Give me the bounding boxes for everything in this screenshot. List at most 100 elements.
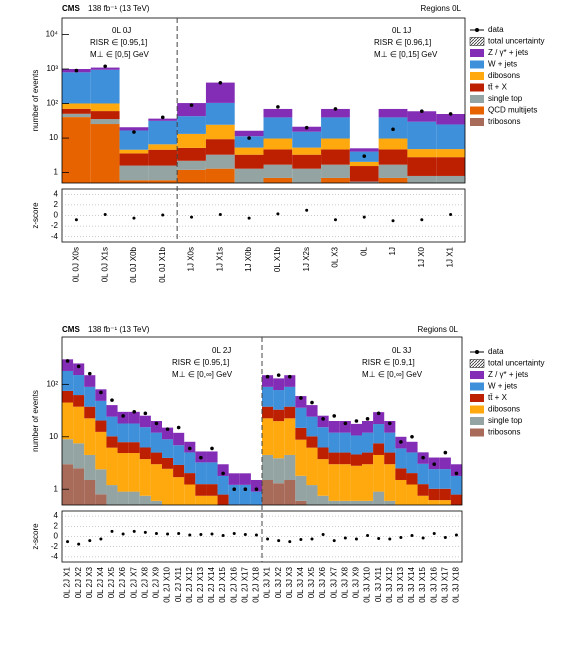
stack-segment	[339, 421, 351, 433]
stack-segment	[306, 485, 318, 505]
x-tick-label: 0L 2J X16	[229, 566, 238, 602]
stack-segment	[184, 452, 196, 474]
zscore-point	[190, 215, 194, 219]
stack-segment	[173, 464, 185, 478]
x-tick-label: 0L 3J X10	[363, 566, 372, 602]
zscore-point	[99, 537, 103, 541]
stack-segment	[417, 484, 429, 496]
stack-segment	[119, 153, 149, 166]
stack-segment	[139, 459, 151, 496]
stack-segment	[306, 436, 318, 448]
x-tick-label: 0L 2J X8	[140, 566, 149, 598]
stack-segment	[339, 452, 351, 465]
stack-segment	[162, 457, 174, 469]
legend-label: Z / γ* + jets	[488, 370, 528, 379]
legend-label: W + jets	[488, 382, 517, 391]
z-tick-label: 4	[54, 511, 59, 520]
x-tick-label: 0L X3	[331, 246, 340, 267]
stack-segment	[119, 165, 149, 181]
data-point	[454, 471, 459, 476]
stack-segment	[62, 464, 74, 505]
data-point	[365, 417, 370, 421]
stack-segment	[128, 491, 140, 505]
stack-segment	[205, 124, 235, 140]
region-annotation: 0L 3J	[392, 346, 411, 355]
zscore-point	[399, 536, 403, 540]
stack-segment	[406, 473, 418, 485]
x-tick-label: 0L 0J X0b	[129, 246, 138, 282]
stack-segment	[378, 108, 408, 118]
legend-label: tribosons	[488, 428, 520, 437]
stack-segment	[417, 495, 429, 505]
zscore-point	[77, 542, 81, 546]
stack-segment	[173, 477, 185, 505]
stack-segment	[150, 500, 162, 505]
legend-label: single top	[488, 416, 523, 425]
region-annotation: 0L 0J	[112, 26, 131, 35]
stack-segment	[62, 103, 91, 109]
stack-segment	[62, 72, 91, 104]
stack-segment	[206, 484, 218, 496]
stack-segment	[436, 175, 465, 183]
stack-segment	[184, 473, 196, 485]
stack-segment	[317, 495, 329, 505]
legend-label: Z / γ* + jets	[488, 48, 528, 57]
zscore-point	[305, 208, 309, 212]
stack-segment	[234, 136, 264, 148]
x-tick-label: 0L 2J X1	[63, 566, 72, 598]
x-tick-label: 1J X0b	[244, 246, 253, 271]
stack-segment	[263, 138, 293, 150]
x-tick-label: 1J X1	[446, 246, 455, 267]
zscore-point	[177, 531, 181, 535]
stack-segment	[384, 452, 396, 465]
stack-segment	[373, 491, 385, 505]
stack-segment	[73, 363, 85, 376]
stack-segment	[106, 416, 118, 437]
data-point	[399, 440, 403, 444]
stack-segment	[139, 495, 151, 505]
region-annotation: M⊥ ∈ [0,∞] GeV	[362, 370, 423, 379]
stack-segment	[373, 412, 385, 425]
data-point	[121, 414, 125, 418]
main-frame	[61, 17, 466, 184]
z-tick-label: 0	[54, 211, 59, 220]
legend-swatch	[470, 382, 484, 391]
x-tick-label: 0L 2J X2	[74, 566, 83, 598]
stack-segment	[234, 154, 264, 169]
stack-segment	[206, 462, 218, 485]
stack-segment	[349, 181, 379, 183]
stack-segment	[350, 454, 362, 466]
stack-segment	[62, 113, 91, 118]
x-tick-label: 1J X0	[417, 246, 426, 267]
stack-segment	[195, 462, 207, 485]
z-tick-label: -2	[51, 542, 59, 551]
stack-segment	[177, 169, 206, 183]
x-tick-label: 0L 3J X18	[452, 566, 461, 602]
legend-label: tt̄ + X	[488, 393, 508, 402]
stack-segment	[263, 164, 293, 178]
x-tick-label: 0L 2J X15	[218, 566, 227, 602]
data-point	[287, 374, 292, 379]
legend-data-marker	[475, 28, 479, 32]
stack-segment	[373, 454, 385, 492]
zscore-point	[199, 532, 203, 536]
y-tick-label: 10	[49, 133, 58, 142]
stack-segment	[250, 479, 262, 492]
x-tick-label: 0L 2J X13	[196, 566, 205, 602]
x-tick-label: 0L 2J X18	[252, 566, 261, 602]
x-tick-label: 0L 3J X6	[318, 566, 327, 598]
y-tick-label: 10³	[46, 64, 58, 73]
region-label: Regions 0L	[421, 4, 462, 13]
stack-segment	[206, 451, 218, 463]
legend-label: data	[488, 25, 504, 34]
stack-segment	[73, 406, 85, 444]
stack-segment	[262, 386, 274, 407]
stack-segment	[306, 405, 318, 417]
zscore-point	[88, 539, 92, 543]
cms-label: CMS	[62, 4, 80, 13]
stack-segment	[234, 168, 264, 183]
stack-segment	[119, 149, 149, 154]
x-tick-label: 0L 2J X5	[107, 566, 116, 598]
stack-segment	[206, 495, 218, 505]
stack-segment	[407, 175, 437, 183]
